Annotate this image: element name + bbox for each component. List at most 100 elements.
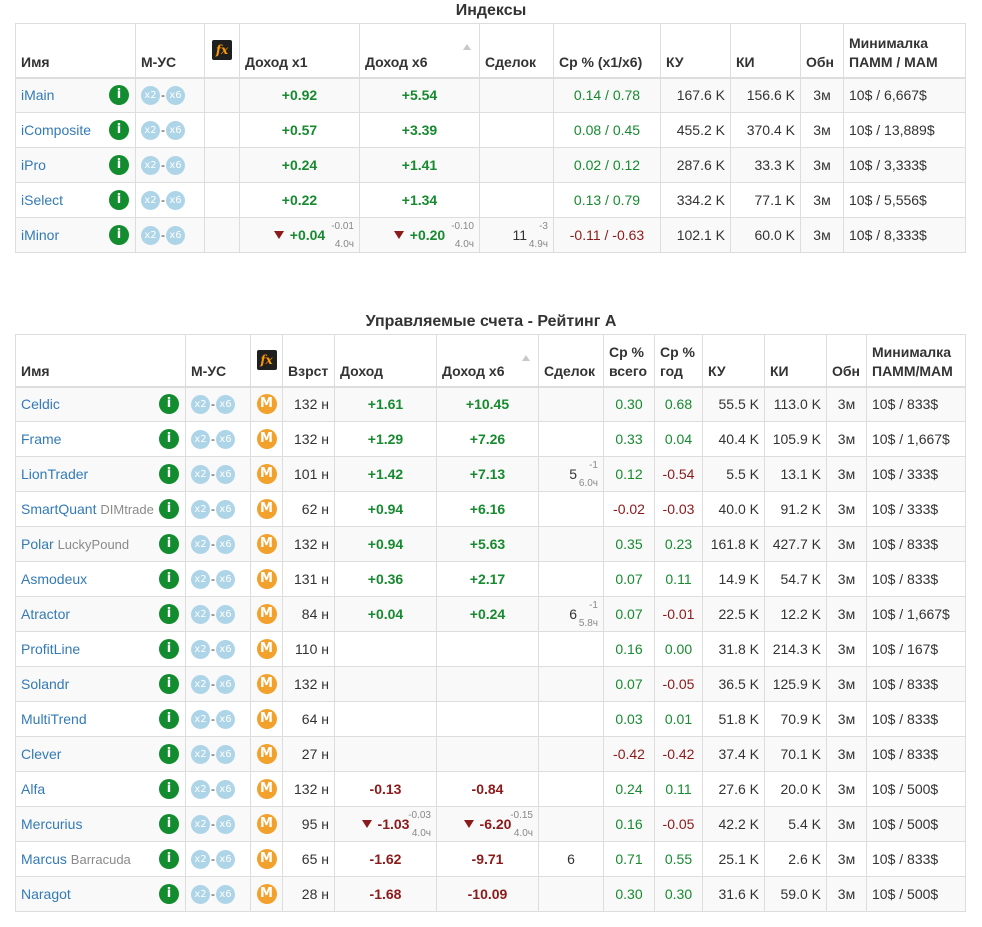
col-avg[interactable]: Ср % (x1/x6): [553, 23, 661, 79]
x6-icon[interactable]: x6: [216, 534, 235, 554]
x6-icon[interactable]: x6: [216, 709, 235, 729]
x6-icon[interactable]: x6: [216, 394, 235, 414]
info-icon[interactable]: i: [159, 849, 179, 869]
x6-icon[interactable]: x6: [166, 85, 185, 105]
account-link[interactable]: iMinor: [21, 227, 60, 243]
col-deals[interactable]: Сделок: [538, 334, 604, 388]
account-link[interactable]: Asmodeux: [21, 571, 88, 587]
col-name[interactable]: Имя: [15, 23, 136, 79]
account-link[interactable]: MultiTrend: [21, 711, 87, 727]
info-icon[interactable]: i: [109, 85, 129, 106]
x2-icon[interactable]: x2: [191, 569, 210, 589]
account-link[interactable]: ProfitLine: [21, 641, 81, 657]
mam-icon[interactable]: M: [256, 884, 277, 904]
x2-icon[interactable]: x2: [191, 709, 210, 729]
x6-icon[interactable]: x6: [216, 604, 235, 624]
info-icon[interactable]: i: [159, 464, 179, 484]
table-row[interactable]: Naragot i x2- x6 M 28 н -1.68 -10.09 0.30 0.30 31.…: [15, 876, 966, 912]
x6-icon[interactable]: x6: [216, 849, 235, 869]
mam-icon[interactable]: M: [256, 744, 277, 764]
info-icon[interactable]: i: [159, 639, 179, 659]
x6-icon[interactable]: x6: [166, 190, 185, 210]
account-link[interactable]: iSelect: [21, 192, 64, 208]
x6-icon[interactable]: x6: [216, 884, 235, 904]
account-link[interactable]: Marcus: [21, 851, 67, 867]
table-row[interactable]: Polar LuckyPound i x2- x6 M 132 н +0.94 +5.63 0.…: [15, 526, 966, 562]
x2-icon[interactable]: x2: [191, 394, 210, 414]
col-obn[interactable]: Обн: [826, 334, 867, 388]
table-row[interactable]: Frame i x2- x6 M 132 н +1.29 +7.26 0.33 0.04 40.4 …: [15, 421, 966, 457]
info-icon[interactable]: i: [109, 225, 129, 245]
account-link[interactable]: Polar: [21, 536, 54, 552]
mam-icon[interactable]: M: [256, 674, 277, 694]
account-link[interactable]: Solandr: [21, 676, 70, 692]
col-avg-year[interactable]: Ср % год: [654, 334, 703, 388]
x6-icon[interactable]: x6: [216, 429, 235, 449]
x6-icon[interactable]: x6: [216, 779, 235, 799]
table-row[interactable]: SmartQuant DIMtrade i x2- x6 M 62 н +0.94 +6.16…: [15, 491, 966, 527]
info-icon[interactable]: i: [159, 709, 179, 729]
account-link[interactable]: iComposite: [21, 122, 92, 138]
table-row[interactable]: Alfa i x2- x6 M 132 н -0.13 -0.84 0.24 0.11 27.6 K…: [15, 771, 966, 807]
info-icon[interactable]: i: [159, 429, 179, 449]
info-icon[interactable]: i: [159, 499, 179, 519]
x6-icon[interactable]: x6: [166, 225, 185, 245]
x2-icon[interactable]: x2: [141, 85, 160, 105]
info-icon[interactable]: i: [109, 190, 129, 210]
mam-icon[interactable]: M: [256, 639, 277, 659]
info-icon[interactable]: i: [159, 814, 179, 834]
col-name[interactable]: Имя: [15, 334, 186, 388]
info-icon[interactable]: i: [109, 155, 129, 175]
col-fx[interactable]: fx: [204, 23, 240, 79]
table-row[interactable]: iMinor i x2- x6 +0.04 -0.01 4.0ч +0.20 -0.10 4.0ч…: [15, 217, 966, 253]
col-ku[interactable]: КУ: [660, 23, 731, 79]
account-link[interactable]: iPro: [21, 157, 46, 173]
manager-name[interactable]: Barracuda: [70, 852, 131, 867]
x2-icon[interactable]: x2: [191, 884, 210, 904]
table-row[interactable]: Atractor i x2- x6 M 84 н +0.04 +0.24 6 -1 5.8ч 0.07…: [15, 596, 966, 632]
table-row[interactable]: Asmodeux i x2- x6 M 131 н +0.36 +2.17 0.07 0.11 14…: [15, 561, 966, 597]
x2-icon[interactable]: x2: [191, 534, 210, 554]
info-icon[interactable]: i: [159, 744, 179, 764]
col-income-x6[interactable]: Доход x6: [359, 23, 480, 79]
mam-icon[interactable]: M: [256, 569, 277, 589]
account-link[interactable]: SmartQuant: [21, 501, 97, 517]
table-row[interactable]: Mercurius i x2- x6 M 95 н -1.03 -0.03 4.0ч -6.20-…: [15, 806, 966, 842]
mam-icon[interactable]: M: [256, 534, 277, 554]
x2-icon[interactable]: x2: [191, 639, 210, 659]
table-row[interactable]: Celdic i x2- x6 M 132 н +1.61 +10.45 0.30 0.68 55.…: [15, 386, 966, 422]
mam-icon[interactable]: M: [256, 499, 277, 519]
x2-icon[interactable]: x2: [191, 674, 210, 694]
x6-icon[interactable]: x6: [216, 744, 235, 764]
x2-icon[interactable]: x2: [141, 155, 160, 175]
col-min[interactable]: Минималка ПАММ / МАМ: [843, 23, 966, 79]
col-income-x6[interactable]: Доход x6: [436, 334, 539, 388]
x6-icon[interactable]: x6: [216, 814, 235, 834]
mam-icon[interactable]: M: [256, 394, 277, 415]
x2-icon[interactable]: x2: [141, 120, 160, 140]
col-deals[interactable]: Сделок: [479, 23, 554, 79]
col-fx[interactable]: fx: [250, 334, 283, 388]
info-icon[interactable]: i: [159, 779, 179, 799]
col-min[interactable]: Минималка ПАММ/МАМ: [866, 334, 966, 388]
x2-icon[interactable]: x2: [191, 429, 210, 449]
table-row[interactable]: Solandr i x2- x6 M 132 н 0.07 -0.05 36.5 K 125.9 …: [15, 666, 966, 702]
col-mus[interactable]: М-УС: [135, 23, 205, 79]
info-icon[interactable]: i: [159, 569, 179, 589]
account-link[interactable]: Alfa: [21, 781, 46, 797]
info-icon[interactable]: i: [159, 534, 179, 554]
info-icon[interactable]: i: [159, 394, 179, 415]
manager-name[interactable]: LuckyPound: [57, 537, 130, 552]
x6-icon[interactable]: x6: [216, 499, 235, 519]
table-row[interactable]: iComposite i x2- x6 +0.57 +3.39 0.08 / 0.45 455…: [15, 112, 966, 148]
account-link[interactable]: iMain: [21, 87, 55, 104]
account-link[interactable]: Clever: [21, 746, 62, 762]
x6-icon[interactable]: x6: [166, 120, 185, 140]
mam-icon[interactable]: M: [256, 464, 277, 484]
mam-icon[interactable]: M: [256, 849, 277, 869]
account-link[interactable]: Atractor: [21, 606, 71, 622]
mam-icon[interactable]: M: [256, 604, 277, 624]
mam-icon[interactable]: M: [256, 709, 277, 729]
account-link[interactable]: Celdic: [21, 396, 60, 413]
